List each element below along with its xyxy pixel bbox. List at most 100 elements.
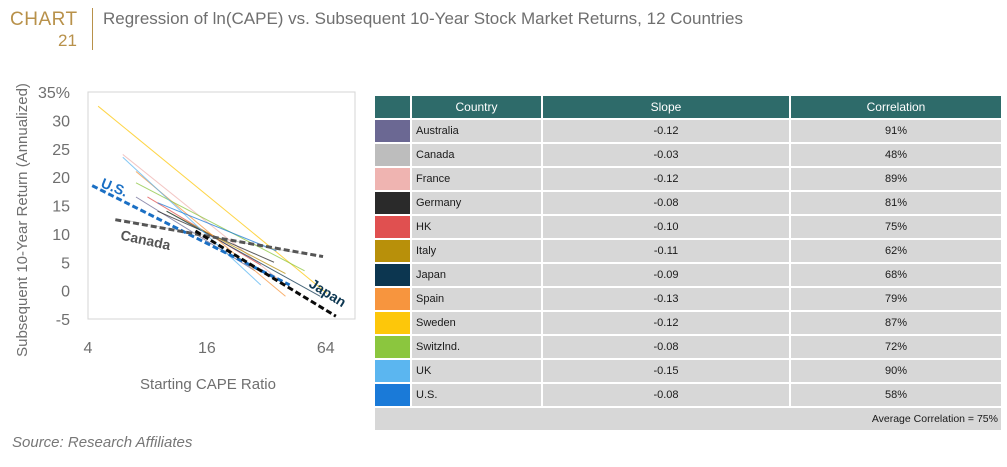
country-color-swatch <box>373 286 412 312</box>
country-cell: France <box>410 166 543 192</box>
table-row: UK -0.15 90% <box>373 358 1003 384</box>
average-correlation: Average Correlation = 75% <box>373 406 1003 432</box>
highlight-line <box>91 184 291 287</box>
table-row: Sweden -0.12 87% <box>373 310 1003 336</box>
highlight-line <box>194 229 337 318</box>
correlation-cell: 89% <box>789 166 1003 192</box>
plot-frame <box>87 91 356 320</box>
annotation-label: Canada <box>119 227 172 253</box>
slope-cell: -0.03 <box>541 142 791 168</box>
header-slope: Slope <box>541 94 791 120</box>
y-tick-label: 10 <box>52 227 70 244</box>
table-row: Germany -0.08 81% <box>373 190 1003 216</box>
country-cell: Italy <box>410 238 543 264</box>
y-axis-label: Subsequent 10-Year Return (Annualized) <box>14 83 31 357</box>
annotation-label: U.S. <box>99 175 130 200</box>
header-country: Country <box>410 94 543 120</box>
slope-cell: -0.13 <box>541 286 791 312</box>
x-axis-label: Starting CAPE Ratio <box>140 376 276 393</box>
country-color-swatch <box>373 358 412 384</box>
y-tick-label: 25 <box>52 142 70 159</box>
y-tick-label: -5 <box>56 312 70 329</box>
table-row: France -0.12 89% <box>373 166 1003 192</box>
series-line <box>166 210 321 297</box>
chart-number: 21 <box>58 31 77 50</box>
y-tick-label: 20 <box>52 170 70 187</box>
series-line <box>122 154 286 286</box>
country-color-swatch <box>373 310 412 336</box>
series-line <box>122 156 262 286</box>
country-cell: UK <box>410 358 543 384</box>
table-row: Spain -0.13 79% <box>373 286 1003 312</box>
country-color-swatch <box>373 334 412 360</box>
correlation-cell: 79% <box>789 286 1003 312</box>
country-color-swatch <box>373 214 412 240</box>
series-line <box>157 202 277 252</box>
header-swatch <box>373 94 412 120</box>
correlation-cell: 62% <box>789 238 1003 264</box>
highlight-line <box>115 218 324 259</box>
country-cell: Germany <box>410 190 543 216</box>
correlation-cell: 48% <box>789 142 1003 168</box>
slope-cell: -0.12 <box>541 166 791 192</box>
tick-labels: -5 0 5 10 15 20 25 30 35% 4 16 64 <box>38 85 335 357</box>
table-row: Switzlnd. -0.08 72% <box>373 334 1003 360</box>
table-footer-row: Average Correlation = 75% <box>373 406 1003 432</box>
country-cell: Japan <box>410 262 543 288</box>
y-tick-label: 30 <box>52 113 70 130</box>
country-color-swatch <box>373 382 412 408</box>
x-tick-label: 16 <box>198 340 216 357</box>
annotation-label: Japan <box>306 275 349 310</box>
slope-cell: -0.08 <box>541 382 791 408</box>
correlation-cell: 68% <box>789 262 1003 288</box>
country-cell: Canada <box>410 142 543 168</box>
series-line <box>166 210 286 275</box>
y-tick-label: 15 <box>52 199 70 216</box>
country-color-swatch <box>373 262 412 288</box>
slope-cell: -0.12 <box>541 310 791 336</box>
highlight-lines <box>91 184 337 318</box>
series-line <box>97 105 328 294</box>
correlation-cell: 90% <box>789 358 1003 384</box>
plot-axes <box>87 91 356 320</box>
annotations: U.S. Canada Japan <box>99 175 349 310</box>
table-header-row: Country Slope Correlation <box>373 94 1003 120</box>
country-cell: Spain <box>410 286 543 312</box>
table-row: Australia -0.12 91% <box>373 118 1003 144</box>
country-color-swatch <box>373 190 412 216</box>
y-tick-label: 0 <box>61 284 70 301</box>
country-cell: Australia <box>410 118 543 144</box>
header-correlation: Correlation <box>789 94 1003 120</box>
country-cell: HK <box>410 214 543 240</box>
table-row: Japan -0.09 68% <box>373 262 1003 288</box>
slope-cell: -0.09 <box>541 262 791 288</box>
country-color-swatch <box>373 166 412 192</box>
correlation-cell: 75% <box>789 214 1003 240</box>
chart-title: Regression of ln(CAPE) vs. Subsequent 10… <box>103 9 744 28</box>
slope-cell: -0.08 <box>541 334 791 360</box>
table-row: HK -0.10 75% <box>373 214 1003 240</box>
correlation-cell: 58% <box>789 382 1003 408</box>
country-cell: U.S. <box>410 382 543 408</box>
country-cell: Sweden <box>410 310 543 336</box>
series-line <box>135 182 305 272</box>
slope-cell: -0.15 <box>541 358 791 384</box>
correlation-cell: 91% <box>789 118 1003 144</box>
slope-cell: -0.08 <box>541 190 791 216</box>
chart-label: CHART <box>10 9 78 30</box>
slope-cell: -0.11 <box>541 238 791 264</box>
correlation-cell: 81% <box>789 190 1003 216</box>
table-row: Canada -0.03 48% <box>373 142 1003 168</box>
x-tick-label: 4 <box>84 340 93 357</box>
country-color-swatch <box>373 238 412 264</box>
x-tick-label: 64 <box>317 340 335 357</box>
regression-plot: U.S. Canada Japan -5 0 5 10 15 20 25 30 35% 4 16 64 S… <box>14 83 356 393</box>
y-tick-label: 35% <box>38 85 70 102</box>
header-divider <box>92 8 93 50</box>
slope-cell: -0.12 <box>541 118 791 144</box>
table-row: Italy -0.11 62% <box>373 238 1003 264</box>
table-row: U.S. -0.08 58% <box>373 382 1003 408</box>
country-color-swatch <box>373 142 412 168</box>
country-regression-table: Country Slope Correlation Australia -0.12… <box>373 94 1003 432</box>
country-color-swatch <box>373 118 412 144</box>
